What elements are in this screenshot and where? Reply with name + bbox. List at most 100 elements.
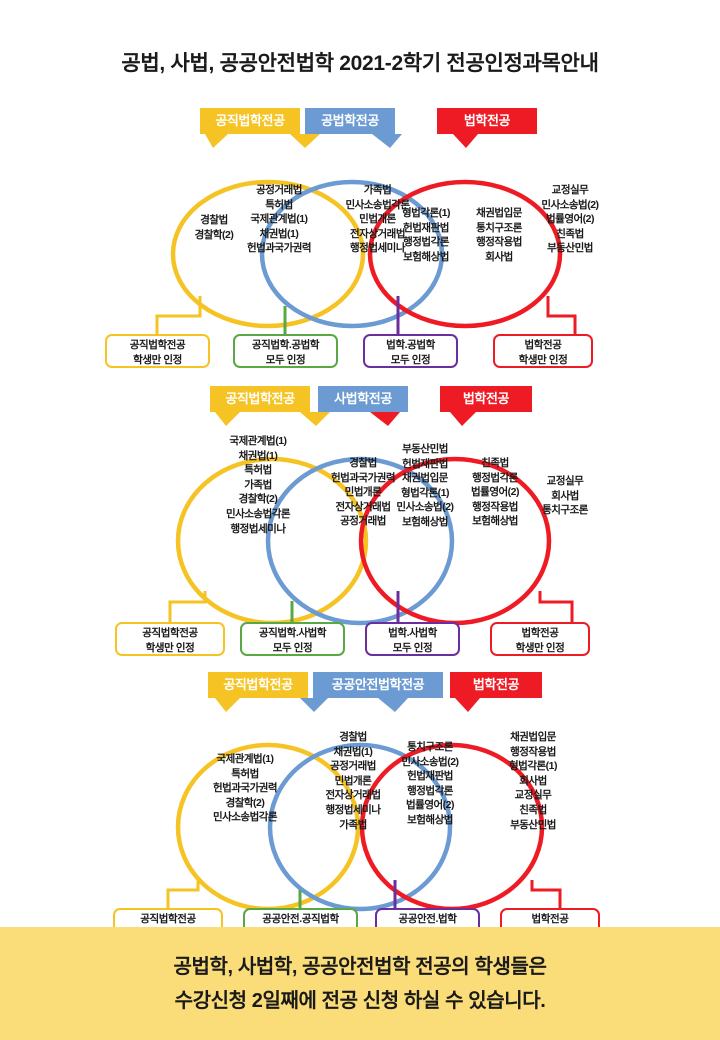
tab-major-blue-1[interactable]: 공법학전공 [305, 108, 395, 134]
course-col-mid-right-2: 부동산민법 헌법재판법 채권법입문 형법각론(1) 민사소송법(2) 보험해상법 [381, 442, 469, 530]
course-item: 보험해상법 [472, 515, 518, 528]
course-item: 민법개론 [334, 774, 372, 787]
tab-row-3: 공직법학전공 공공안전법학전공 법학전공 [0, 672, 720, 698]
course-item: 통치구조론 [407, 741, 453, 753]
course-item: 헌법과국가권력 [330, 471, 396, 484]
tab-major-gold-1[interactable]: 공직법학전공 [200, 108, 300, 134]
tab-row-1: 공직법학전공 공법학전공 법학전공 [0, 108, 720, 134]
course-item: 채권법(1) [259, 227, 299, 240]
course-item: 행정법각론 [472, 471, 518, 484]
course-col-mid-left-1: 가족법 민사소송법각론 민법개론 전자상거래법 행정법세미나 [330, 183, 425, 256]
course-item: 경찰법 [200, 214, 228, 226]
legend-box-gold-1: 공직법학전공 학생만 인정 [105, 334, 210, 368]
course-item: 공정거래법 [340, 515, 386, 528]
legend-box-red-1: 법학전공 학생만 인정 [493, 334, 593, 368]
course-item: 부동산민법 [402, 443, 448, 455]
course-item: 전자상거래법 [325, 789, 381, 802]
course-col-left-mid-1: 공정거래법 특허법 국제관계법(1) 채권법(1) 헌법과국가권력 [234, 183, 324, 256]
course-item: 민사소송법각론 [212, 811, 278, 824]
footer-banner: 공법학, 사법학, 공공안전법학 전공의 학생들은 수강신청 2일째에 전공 신… [0, 927, 720, 1040]
course-item: 국제관계법(1) [216, 753, 274, 765]
tab-major-red-3[interactable]: 법학전공 [450, 672, 542, 698]
course-item: 행정작용법 [476, 236, 522, 249]
course-col-mid-left-3: 경찰법 채권법(1) 공정거래법 민법개론 전자상거래법 행정법세미나 가족법 [302, 730, 404, 832]
course-item: 친족법 [481, 457, 509, 469]
course-item: 행정법세미나 [325, 803, 381, 816]
course-item: 가족법 [363, 184, 392, 196]
course-item: 법률영어(2) [546, 213, 594, 226]
course-item: 회사법 [551, 489, 579, 502]
course-item: 보험해상법 [402, 515, 448, 528]
legend-box-green-2: 공직법학.사법학 모두 인정 [240, 622, 345, 656]
course-item: 보험해상법 [403, 250, 449, 263]
tab-major-blue-2[interactable]: 사법학전공 [318, 386, 408, 412]
course-item: 채권법(1) [238, 449, 278, 462]
venn-shapes-1 [155, 134, 577, 334]
course-item: 행정법세미나 [350, 242, 405, 255]
course-item: 특허법 [231, 767, 259, 780]
course-item: 행정법각론 [403, 236, 449, 249]
course-col-right-only-1: 교정실무 민사소송법(2) 법률영어(2) 친족법 부동산민법 [527, 183, 613, 256]
course-item: 민사소송법각론 [225, 507, 291, 520]
course-item: 행정법각론 [407, 784, 453, 797]
legend-box-purple-1: 법학.공법학 모두 인정 [363, 334, 458, 368]
course-item: 국제관계법(1) [250, 213, 308, 226]
course-item: 경찰학(2) [225, 796, 265, 809]
footer-line-2: 수강신청 2일째에 전공 신청 하실 수 있습니다. [174, 989, 546, 1012]
course-item: 부동산민법 [547, 242, 593, 255]
legend-box-green-1: 공직법학.공법학 모두 인정 [233, 334, 338, 368]
course-item: 통치구조론 [542, 504, 588, 517]
venn-diagram-private-law: 공직법학전공 사법학전공 법학전공 국제관계법(1) 채권법(1) 특허법 가족법 경찰… [0, 386, 720, 656]
course-item: 헌법과국가권력 [212, 782, 278, 795]
legend-row-1: 공직법학전공 학생만 인정 공직법학.공법학 모두 인정 법학.공법학 모두 인… [0, 298, 720, 368]
legend-box-gold-2: 공직법학전공 학생만 인정 [115, 622, 225, 656]
course-col-right-only-3: 채권법입문 행정작용법 형법각론(1) 회사법 교정실무 친족법 부동산민법 [485, 730, 581, 832]
course-item: 교정실무 [546, 475, 584, 487]
course-item: 회사법 [519, 774, 547, 787]
legend-row-2: 공직법학전공 학생만 인정 공직법학.사법학 모두 인정 법학.사법학 모두 인… [0, 586, 720, 656]
course-item: 경찰법 [339, 731, 367, 743]
course-item: 민사소송법각론 [345, 198, 410, 211]
course-item: 경찰학(2) [238, 493, 278, 506]
tab-major-blue-3[interactable]: 공공안전법학전공 [313, 672, 443, 698]
legend-row-3: 공직법학전공 학생만 인정 공공안전.공직법학 모두 인정 공공안전.법학 모두… [0, 872, 720, 942]
tab-major-gold-2[interactable]: 공직법학전공 [210, 386, 310, 412]
course-item: 헌법재판법 [407, 770, 453, 783]
course-item: 보험해상법 [407, 813, 453, 826]
course-item: 경찰법 [349, 457, 377, 469]
course-col-mid-right-1: 형법각론(1) 헌법재판법 행정법각론 보험해상법 [385, 206, 467, 264]
course-item: 가족법 [244, 478, 272, 491]
course-item: 공정거래법 [256, 184, 302, 196]
course-item: 행정작용법 [472, 500, 518, 513]
tab-major-red-2[interactable]: 법학전공 [440, 386, 532, 412]
legend-box-red-2: 법학전공 학생만 인정 [490, 622, 590, 656]
course-item: 국제관계법(1) [229, 435, 287, 447]
course-item: 형법각론(1) [509, 760, 557, 773]
course-item: 교정실무 [514, 789, 552, 802]
course-item: 부동산민법 [510, 818, 556, 831]
course-item: 특허법 [265, 198, 293, 211]
course-item: 민사소송법(2) [541, 198, 599, 211]
course-item: 민법개론 [359, 213, 396, 226]
course-item: 경찰학(2) [194, 228, 234, 241]
tab-major-red-1[interactable]: 법학전공 [437, 108, 537, 134]
course-item: 회사법 [485, 250, 513, 263]
course-item: 행정법세미나 [230, 522, 286, 535]
course-item: 민사소송법(2) [401, 755, 459, 768]
course-item: 특허법 [244, 464, 272, 477]
course-item: 민법개론 [344, 486, 382, 499]
course-item: 친족법 [556, 227, 584, 240]
course-item: 채권법(1) [333, 745, 373, 758]
course-item: 채권법입문 [476, 207, 522, 219]
course-item: 민사소송법(2) [396, 501, 454, 514]
course-item: 법률영어(2) [406, 799, 454, 812]
tab-major-gold-3[interactable]: 공직법학전공 [208, 672, 308, 698]
course-item: 형법각론(1) [401, 486, 449, 499]
venn-diagram-public-safety-law: 공직법학전공 공공안전법학전공 법학전공 국제관계법(1) 특허법 헌법과국가권력 경… [0, 672, 720, 942]
course-col-right-mid-2: 친족법 행정법각론 법률영어(2) 행정작용법 보험해상법 [455, 456, 535, 529]
course-item: 공정거래법 [330, 760, 376, 773]
